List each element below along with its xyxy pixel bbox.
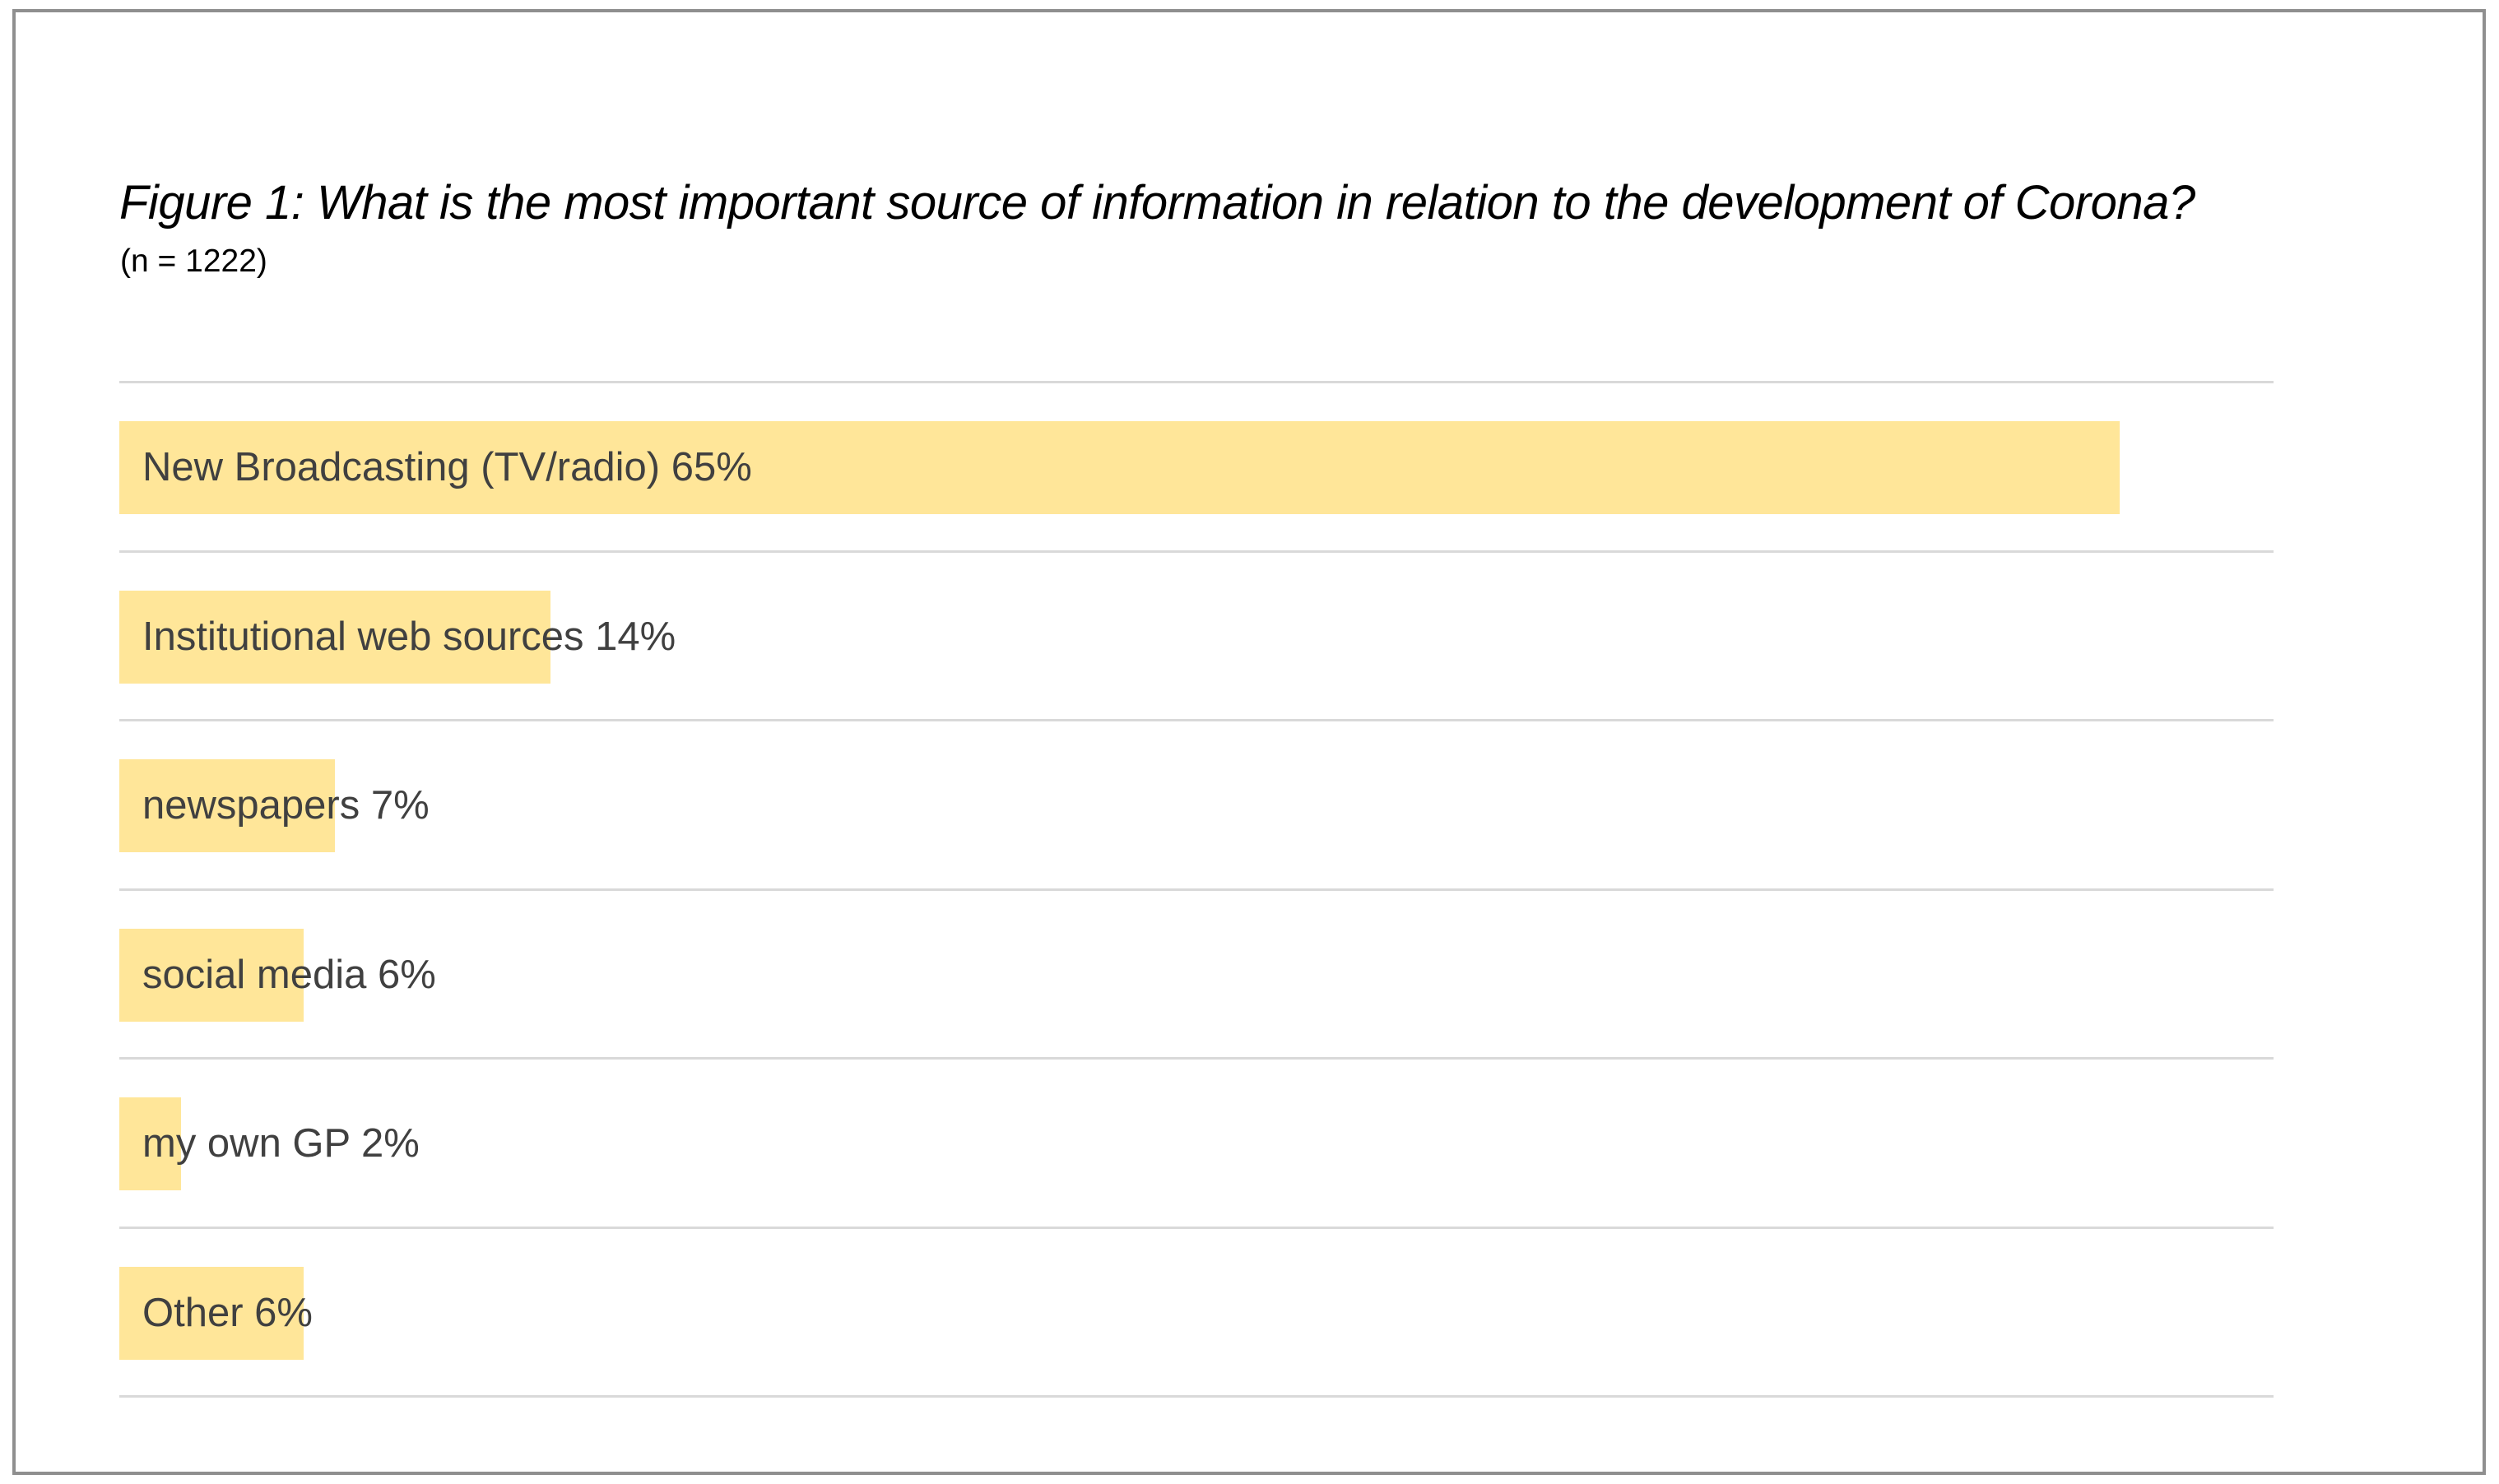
chart-row: Institutional web sources 14%	[119, 553, 2274, 721]
bar	[119, 421, 2120, 514]
bar	[119, 1266, 304, 1360]
bar	[119, 590, 550, 684]
gridline	[119, 550, 2274, 553]
gridline	[119, 888, 2274, 891]
chart-row: social media 6%	[119, 891, 2274, 1060]
gridline	[119, 1395, 2274, 1398]
gridline	[119, 381, 2274, 383]
chart-row: Other 6%	[119, 1229, 2274, 1398]
figure-page: Figure 1: What is the most important sou…	[12, 9, 2486, 1475]
bar	[119, 928, 304, 1022]
bar-label: my own GP 2%	[142, 1121, 420, 1166]
bar-label: Other 6%	[142, 1290, 313, 1335]
horizontal-bar-chart: New Broadcasting (TV/radio) 65% Instituti…	[119, 381, 2274, 1398]
chart-row: New Broadcasting (TV/radio) 65%	[119, 383, 2274, 553]
gridline	[119, 1057, 2274, 1060]
bar-label: New Broadcasting (TV/radio) 65%	[142, 445, 752, 489]
figure-title: Figure 1: What is the most important sou…	[119, 176, 2195, 230]
bar-label: social media 6%	[142, 952, 436, 997]
chart-row: my own GP 2%	[119, 1060, 2274, 1229]
chart-row: newspapers 7%	[119, 721, 2274, 891]
gridline	[119, 719, 2274, 721]
bar-label: newspapers 7%	[142, 783, 430, 828]
figure-sample-size: (n = 1222)	[120, 243, 267, 279]
bar	[119, 759, 335, 852]
bar	[119, 1097, 181, 1190]
bar-label: Institutional web sources 14%	[142, 614, 676, 659]
gridline	[119, 1226, 2274, 1229]
